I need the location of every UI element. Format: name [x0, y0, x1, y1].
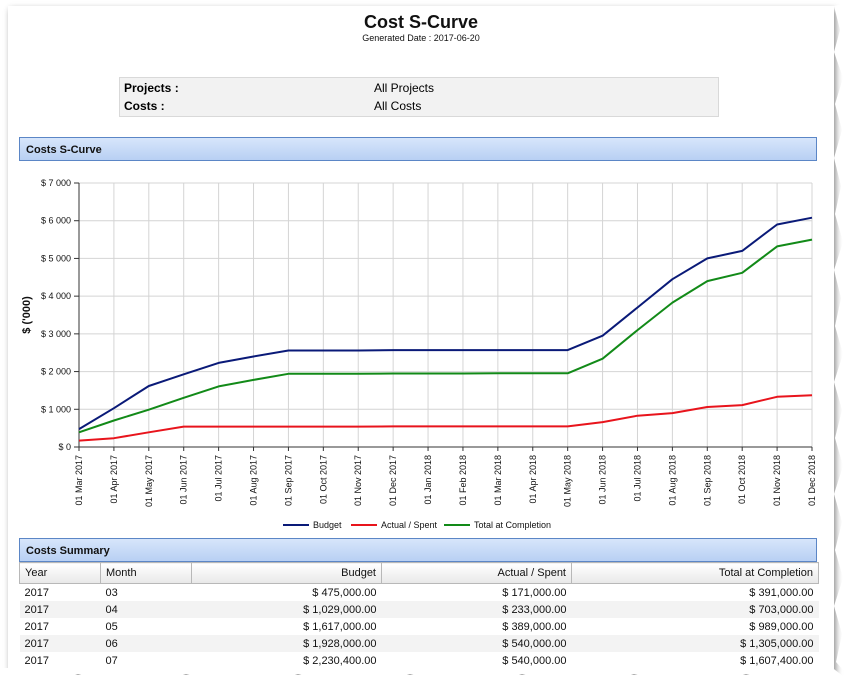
table-row: 2017 07 $ 2,230,400.00 $ 540,000.00 $ 1,…	[20, 652, 819, 669]
filter-label: Costs :	[124, 99, 165, 113]
cell-total: $ 391,000.00	[749, 586, 814, 599]
cell-actual: $ 389,000.00	[502, 620, 567, 633]
y-tick-label: $ 0	[58, 442, 71, 452]
y-tick-label: $ 3 000	[41, 329, 71, 339]
table-row: 2017 03 $ 475,000.00 $ 171,000.00 $ 391,…	[20, 584, 819, 602]
y-tick-label: $ 2 000	[41, 367, 71, 377]
filter-value: All Costs	[374, 99, 422, 113]
x-tick-label: 01 Dec 2018	[807, 455, 817, 506]
column-header-month[interactable]: Month	[100, 562, 192, 584]
table-row: 2017 04 $ 1,029,000.00 $ 233,000.00 $ 70…	[19, 601, 819, 618]
series-line-budget	[78, 216, 813, 430]
cell-year: 2017	[24, 620, 49, 633]
cell-month: 06	[100, 635, 192, 652]
cell-year: 2017	[19, 601, 101, 618]
legend-label: Budget	[313, 520, 342, 530]
x-tick-label: 01 Aug 2017	[249, 455, 259, 506]
y-tick-label: $ 6 000	[41, 216, 71, 226]
x-tick-label: 01 Jul 2018	[632, 455, 642, 502]
chart-section-header: Costs S-Curve	[19, 137, 817, 161]
series-line-actual-spent	[78, 394, 813, 442]
table-header-row: Year Month Budget Actual / Spent Total a…	[19, 562, 819, 584]
x-tick-label: 01 Oct 2017	[318, 455, 328, 504]
x-tick-label: 01 Apr 2017	[109, 455, 119, 504]
x-tick-label: 01 Nov 2017	[353, 455, 363, 506]
cell-year: 2017	[24, 654, 49, 667]
y-axis-label: $ ('000)	[21, 296, 33, 334]
cell-month: 07	[105, 654, 118, 667]
x-tick-label: 01 May 2018	[563, 455, 573, 507]
column-header-budget[interactable]: Budget	[191, 562, 382, 584]
filter-panel: Projects : All Projects Costs : All Cost…	[119, 77, 719, 117]
cell-total: $ 989,000.00	[749, 620, 814, 633]
table-row: 2017 06 $ 1,928,000.00 $ 540,000.00 $ 1,…	[19, 635, 819, 652]
x-tick-label: 01 Mar 2017	[74, 455, 84, 506]
x-tick-label: 01 Nov 2018	[772, 455, 782, 506]
cell-total: $ 1,305,000.00	[571, 635, 819, 652]
cell-actual: $ 540,000.00	[502, 654, 567, 667]
column-header-year[interactable]: Year	[19, 562, 101, 584]
series-line-total-at-completion	[78, 238, 813, 434]
cell-actual: $ 171,000.00	[502, 586, 567, 599]
generated-date: Generated Date : 2017-06-20	[362, 33, 480, 43]
x-tick-label: 01 Jun 2018	[598, 455, 608, 505]
y-tick-label: $ 1 000	[41, 404, 71, 414]
report-title: Cost S-Curve	[363, 12, 479, 32]
column-header-total[interactable]: Total at Completion	[571, 562, 819, 584]
x-tick-label: 01 Dec 2017	[388, 455, 398, 506]
y-tick-label: $ 4 000	[41, 291, 71, 301]
y-tick-label: $ 7 000	[41, 178, 71, 188]
x-tick-label: 01 Sep 2017	[283, 455, 293, 506]
x-tick-label: 01 Mar 2018	[493, 455, 503, 506]
cell-budget: $ 1,617,000.00	[303, 620, 377, 633]
x-tick-label: 01 Apr 2018	[528, 455, 538, 504]
cell-budget: $ 475,000.00	[312, 586, 377, 599]
cell-year: 2017	[24, 586, 49, 599]
cell-year: 2017	[19, 635, 101, 652]
report-sheet: Cost S-Curve Generated Date : 2017-06-20…	[8, 6, 834, 674]
cell-actual: $ 233,000.00	[381, 601, 572, 618]
x-tick-label: 01 Jul 2017	[214, 455, 224, 502]
legend-label: Total at Completion	[474, 520, 551, 530]
summary-section-header: Costs Summary	[19, 538, 817, 562]
x-tick-label: 01 Aug 2018	[667, 455, 677, 506]
cell-total: $ 703,000.00	[571, 601, 819, 618]
cell-month: 03	[105, 586, 118, 599]
x-tick-label: 01 Jan 2018	[423, 455, 433, 505]
costs-summary-table: Year Month Budget Actual / Spent Total a…	[19, 562, 819, 669]
cell-budget: $ 1,928,000.00	[191, 635, 382, 652]
x-tick-label: 01 Feb 2018	[458, 455, 468, 506]
table-row: 2017 05 $ 1,617,000.00 $ 389,000.00 $ 98…	[20, 618, 819, 635]
cell-month: 05	[105, 620, 118, 633]
cell-actual: $ 540,000.00	[381, 635, 572, 652]
legend-label: Actual / Spent	[381, 520, 438, 530]
cell-month: 04	[100, 601, 192, 618]
filter-label: Projects :	[124, 81, 179, 95]
x-tick-label: 01 Sep 2018	[702, 455, 712, 506]
cell-budget: $ 2,230,400.00	[303, 654, 377, 667]
s-curve-chart: $ 0 $ 1 000 $ 2 000 $ 3 000 $ 4 000 $ 5 000 $ …	[21, 178, 817, 530]
filter-value: All Projects	[374, 81, 435, 95]
cell-budget: $ 1,029,000.00	[191, 601, 382, 618]
cell-total: $ 1,607,400.00	[740, 654, 814, 667]
y-tick-label: $ 5 000	[41, 253, 71, 263]
column-header-actual[interactable]: Actual / Spent	[381, 562, 572, 584]
x-tick-label: 01 Jun 2017	[179, 455, 189, 505]
x-tick-label: 01 Oct 2018	[737, 455, 747, 504]
x-tick-label: 01 May 2017	[144, 455, 154, 507]
